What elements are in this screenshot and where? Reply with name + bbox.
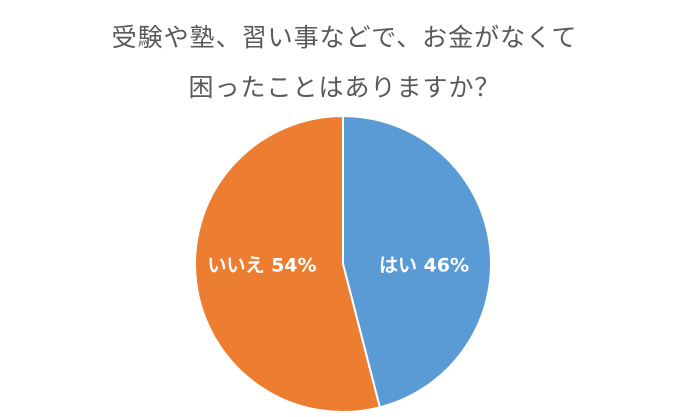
pie-slice-label-yes: はい 46% bbox=[379, 255, 469, 277]
chart-title-line-1: 受験や塾、習い事などで、お金がなくて bbox=[111, 23, 578, 52]
chart-title-line-2: 困ったことはありますか？ bbox=[188, 73, 501, 102]
pie-slice-no bbox=[194, 114, 382, 413]
pie-labels: はい 46% いいえ 54% bbox=[207, 255, 469, 277]
pie-slice-label-no: いいえ 54% bbox=[207, 255, 316, 277]
pie-slice-yes bbox=[342, 114, 492, 409]
pie-slices bbox=[194, 114, 492, 413]
